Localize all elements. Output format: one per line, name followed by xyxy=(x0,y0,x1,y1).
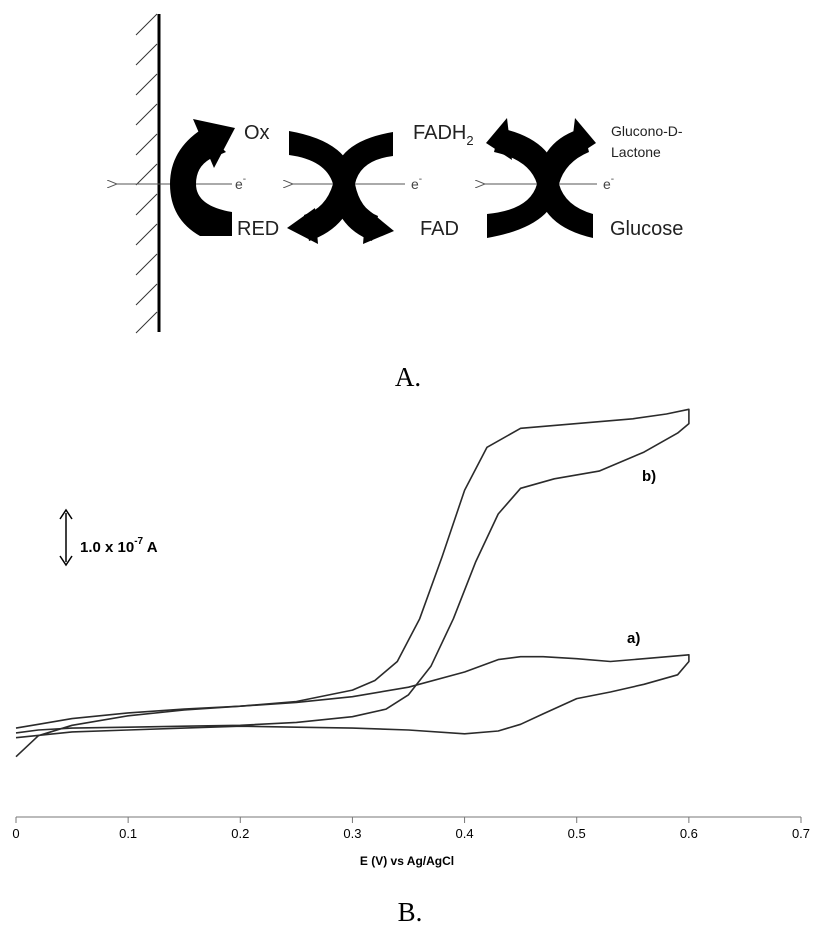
scale-bar-arrow-top xyxy=(59,508,73,520)
cv-curve-b xyxy=(15,408,690,734)
x-tick-label: 0.5 xyxy=(568,826,586,841)
label-glucose: Glucose xyxy=(610,218,683,240)
label-fad: FAD xyxy=(420,218,459,240)
label-electron-3: e- xyxy=(603,174,614,192)
x-tick-label: 0.3 xyxy=(343,826,361,841)
series-label-b: b) xyxy=(642,468,656,485)
panel-a-diagram: Ox RED FADH2 FAD Glucono-D- Lactone Gluc… xyxy=(116,13,683,334)
label-fadh2: FADH2 xyxy=(413,122,474,148)
enzyme-exchange-arrows xyxy=(486,118,596,238)
label-glucono-line2: Lactone xyxy=(611,144,661,160)
panel-a-caption: A. xyxy=(395,362,421,392)
x-axis-ticks: 0 0.1 0.2 0.3 0.4 0.5 0.6 0.7 xyxy=(12,817,810,841)
x-tick-label: 0.4 xyxy=(456,826,474,841)
label-electron-2: e- xyxy=(411,174,422,192)
panel-b-chart: 1.0 x 10-7 A b) a) 0 0.1 0.2 0.3 0.4 0.5 0.6 0.… xyxy=(12,408,810,868)
x-tick-label: 0.2 xyxy=(231,826,249,841)
panel-b-caption: B. xyxy=(398,897,423,927)
cv-curves xyxy=(15,408,690,758)
label-red: RED xyxy=(237,218,279,240)
cv-curve-a xyxy=(15,654,690,758)
x-axis: 0 0.1 0.2 0.3 0.4 0.5 0.6 0.7 E (V) vs Ag/AgCl xyxy=(12,816,810,868)
redox-curved-arrow xyxy=(170,119,235,236)
electrode-hatching xyxy=(135,13,158,334)
x-axis-label: E (V) vs Ag/AgCl xyxy=(360,854,454,868)
series-label-a: a) xyxy=(627,630,640,647)
mediator-exchange-arrows xyxy=(287,131,394,244)
current-scale-bar: 1.0 x 10-7 A xyxy=(59,508,158,567)
label-ox: Ox xyxy=(244,122,270,144)
x-tick-label: 0.1 xyxy=(119,826,137,841)
x-tick-label: 0 xyxy=(12,826,19,841)
scale-bar-label: 1.0 x 10-7 A xyxy=(80,536,158,556)
label-electron-1: e- xyxy=(235,174,246,192)
x-tick-label: 0.7 xyxy=(792,826,810,841)
x-tick-label: 0.6 xyxy=(680,826,698,841)
scale-bar-arrow-bottom xyxy=(59,555,73,567)
label-glucono-line1: Glucono-D- xyxy=(611,123,683,139)
